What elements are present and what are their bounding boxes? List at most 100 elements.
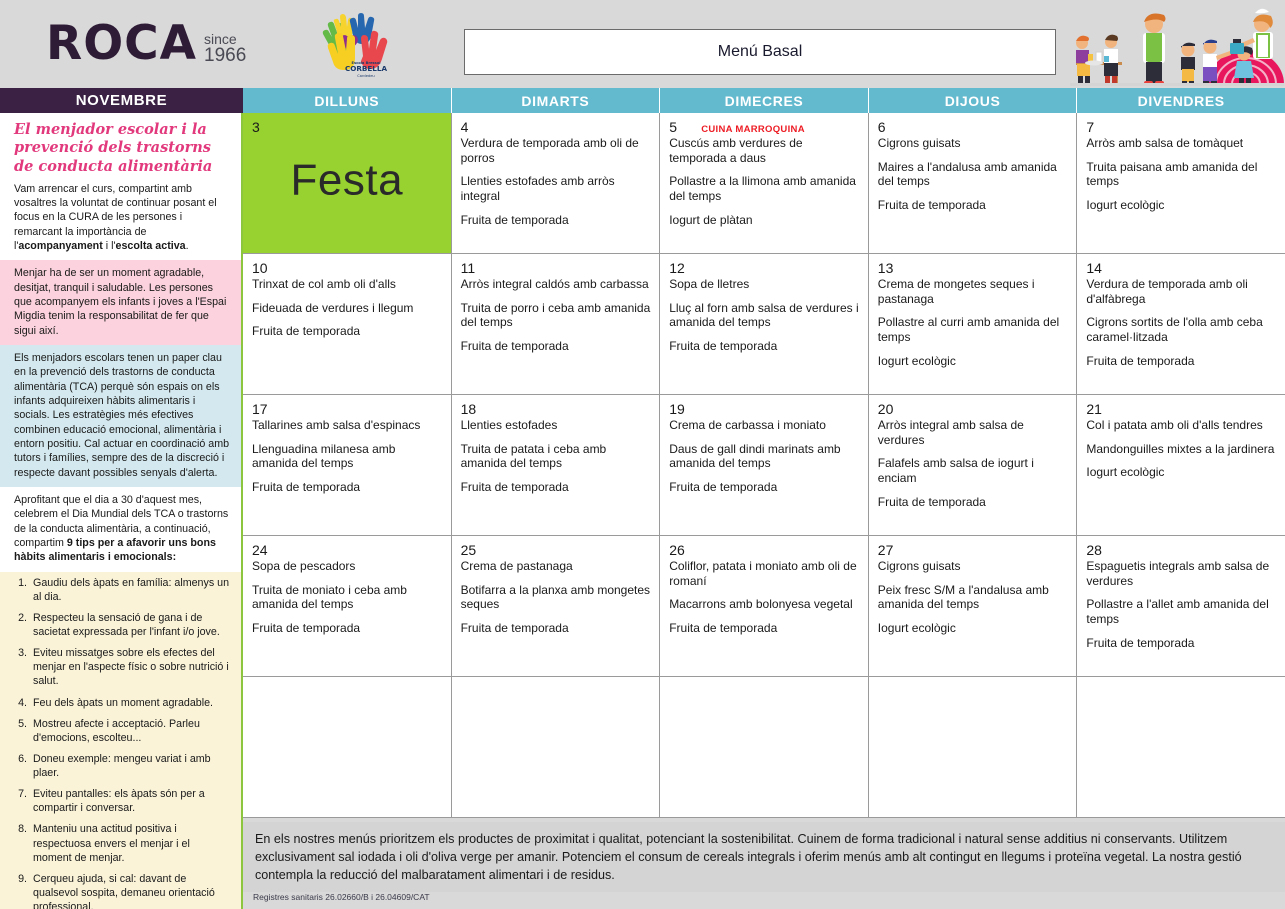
day-cell-28[interactable]: 28 Espaguetis integrals amb salsa de ver… (1077, 536, 1285, 676)
day-number: 3 (252, 119, 260, 135)
day-cell-header: 7 (1086, 119, 1277, 135)
day-cell-17[interactable]: 17 Tallarines amb salsa d'espinacs Lleng… (243, 395, 452, 535)
svg-text:Cardedeu: Cardedeu (357, 74, 374, 78)
tip-item: Manteniu una actitud positiva i respectu… (30, 822, 231, 864)
dish-first-course: Arròs amb salsa de tomàquet (1086, 136, 1244, 150)
dish-first-course: Espaguetis integrals amb salsa de verdur… (1086, 559, 1270, 588)
day-cell-header: 3 (252, 119, 443, 135)
dish-second-course: Cigrons sortits de l'olla amb ceba caram… (1086, 315, 1263, 344)
dish-second-course: Pollastre al curri amb amanida del temps (877, 315, 1060, 344)
day-number: 11 (460, 260, 476, 276)
day-cell-20[interactable]: 20 Arròs integral amb salsa de verdures … (868, 395, 1078, 535)
sustainability-note: En els nostres menús prioritzem els prod… (243, 822, 1285, 892)
tip-item: Doneu exemple: mengeu variat i amb plaer… (30, 752, 231, 780)
dish-second-course: Truita paisana amb amanida del temps (1086, 159, 1258, 189)
dish-first-course: Col i patata amb oli d'alls tendres (1086, 418, 1263, 432)
calendar-week-row-empty (243, 677, 1285, 818)
day-cell-header: 5 CUINA MARROQUINA (669, 119, 860, 135)
svg-text:Escola Bressol: Escola Bressol (351, 61, 380, 65)
tips-list: Gaudiu dels àpats en família: almenys un… (0, 572, 241, 909)
sidebar-blue-paragraph: Els menjadors escolars tenen un paper cl… (14, 352, 230, 479)
page-body: El menjador escolar i la prevenció dels … (0, 113, 1285, 909)
sidebar-intro-bold-2: escolta activa (115, 240, 186, 253)
dish-first-course: Crema de pastanaga (460, 559, 573, 573)
dish-dessert: Fruita de temporada (460, 212, 569, 227)
day-cell-empty[interactable] (660, 677, 869, 817)
dish-dessert: Fruita de temporada (460, 338, 569, 353)
dish-first-course: Cigrons guisats (877, 136, 961, 150)
dish-second-course: Pollastre a l'allet amb amanida del temp… (1086, 597, 1269, 626)
dish-first-course: Llenties estofades (460, 418, 558, 432)
menu-type-title-box: Menú Basal (464, 29, 1056, 75)
day-cell-5[interactable]: 5 CUINA MARROQUINA Cuscús amb verdures d… (660, 113, 869, 253)
tip-item: Mostreu afecte i acceptació. Parleu d'em… (30, 717, 231, 745)
dish-second-course: Llenties estofades amb arròs integral (460, 174, 615, 203)
day-cell-10[interactable]: 10 Trinxat de col amb oli d'alls Fideuad… (243, 254, 452, 394)
dish-second-course: Daus de gall dindi marinats amb amanida … (669, 441, 841, 471)
day-number: 28 (1086, 542, 1102, 558)
day-cell-4[interactable]: 4 Verdura de temporada amb oli de porros… (451, 113, 661, 253)
dish-first-course: Crema de carbassa i moniato (669, 418, 826, 432)
dish-first-course: Crema de mongetes seques i pastanaga (877, 277, 1035, 306)
day-cell-21[interactable]: 21 Col i patata amb oli d'alls tendres M… (1077, 395, 1285, 535)
sidebar-intro-text-2: i l' (102, 240, 116, 253)
day-number: 4 (460, 119, 469, 135)
day-cell-13[interactable]: 13 Crema de mongetes seques i pastanaga … (868, 254, 1078, 394)
day-number: 27 (877, 542, 894, 558)
dish-dessert: Fruita de temporada (252, 620, 361, 635)
day-cell-12[interactable]: 12 Sopa de lletres Lluç al forn amb sals… (660, 254, 869, 394)
dish-second-course: Pollastre a la llimona amb amanida del t… (669, 174, 856, 203)
day-cell-26[interactable]: 26 Coliflor, patata i moniato amb oli de… (660, 536, 869, 676)
dish-dessert: Fruita de temporada (252, 324, 361, 339)
day-cell-7[interactable]: 7 Arròs amb salsa de tomàquet Truita pai… (1077, 113, 1285, 253)
dish-second-course: Fideuada de verdures i llegum (252, 300, 414, 315)
day-cell-empty[interactable] (243, 677, 452, 817)
day-header-dijous: DIJOUS (868, 88, 1078, 113)
sidebar-tips-intro-text: Aprofitant que el dia a 30 d'aquest mes,… (14, 494, 229, 550)
dish-first-course: Cigrons guisats (877, 559, 961, 573)
day-cell-25[interactable]: 25 Crema de pastanaga Botifarra a la pla… (451, 536, 661, 676)
sidebar-blue-block: Els menjadors escolars tenen un paper cl… (0, 345, 241, 488)
day-cell-header: 4 (461, 119, 652, 135)
day-cell-19[interactable]: 19 Crema de carbassa i moniato Daus de g… (660, 395, 869, 535)
day-cell-11[interactable]: 11 Arròs integral caldós amb carbassa Tr… (451, 254, 661, 394)
day-cell-header: 19 (669, 401, 860, 417)
day-number: 14 (1086, 260, 1102, 276)
day-cell-empty[interactable] (1077, 677, 1285, 817)
roca-brand-text: ROCA (46, 16, 198, 71)
dish-dessert: Iogurt ecològic (1086, 197, 1165, 212)
month-header: NOVEMBRE (0, 88, 243, 113)
day-header-dilluns: DILLUNS (243, 88, 452, 113)
dish-first-course: Verdura de temporada amb oli d'alfàbrega (1086, 277, 1248, 306)
day-cell-header: 11 (461, 260, 652, 276)
dish-first-course: Arròs integral caldós amb carbassa (460, 277, 649, 291)
day-cell-27[interactable]: 27 Cigrons guisats Peix fresc S/M a l'an… (868, 536, 1078, 676)
day-cell-14[interactable]: 14 Verdura de temporada amb oli d'alfàbr… (1077, 254, 1285, 394)
dish-dessert: Iogurt ecològic (877, 353, 956, 368)
day-cell-empty[interactable] (868, 677, 1078, 817)
day-cell-6[interactable]: 6 Cigrons guisats Maires a l'andalusa am… (868, 113, 1078, 253)
tip-item: Eviteu missatges sobre els efectes del m… (30, 646, 231, 688)
dish-second-course: Falafels amb salsa de iogurt i enciam (877, 456, 1034, 485)
day-number: 19 (669, 401, 685, 417)
roca-since-text: since 1966 (204, 32, 246, 65)
day-cell-empty[interactable] (451, 677, 661, 817)
dish-first-course: Tallarines amb salsa d'espinacs (252, 418, 421, 432)
day-cell-header: 12 (669, 260, 860, 276)
day-header-divendres: DIVENDRES (1077, 88, 1285, 113)
tip-item: Cerqueu ajuda, si cal: davant de qualsev… (30, 872, 231, 909)
dish-second-course: Mandonguilles mixtes a la jardinera (1086, 441, 1275, 456)
day-cell-24[interactable]: 24 Sopa de pescadors Truita de moniato i… (243, 536, 452, 676)
day-number: 25 (460, 542, 477, 558)
dish-dessert: Fruita de temporada (460, 620, 569, 635)
dish-dessert: Fruita de temporada (669, 620, 778, 635)
tip-item: Feu dels àpats un moment agradable. (30, 696, 231, 710)
day-cell-18[interactable]: 18 Llenties estofades Truita de patata i… (451, 395, 661, 535)
day-number: 12 (669, 260, 685, 276)
tip-item: Eviteu pantalles: els àpats són per a co… (30, 787, 231, 815)
sidebar-tips-intro-bold: 9 tips per a afavorir uns bons hàbits al… (14, 537, 216, 564)
sidebar-pink-block: Menjar ha de ser un moment agradable, de… (0, 260, 241, 346)
menu-calendar: 3 Festa 4 Verdura de temporada amb oli d… (243, 113, 1285, 818)
day-cell-header: 17 (252, 401, 443, 417)
day-cell-3[interactable]: 3 Festa (243, 113, 452, 253)
